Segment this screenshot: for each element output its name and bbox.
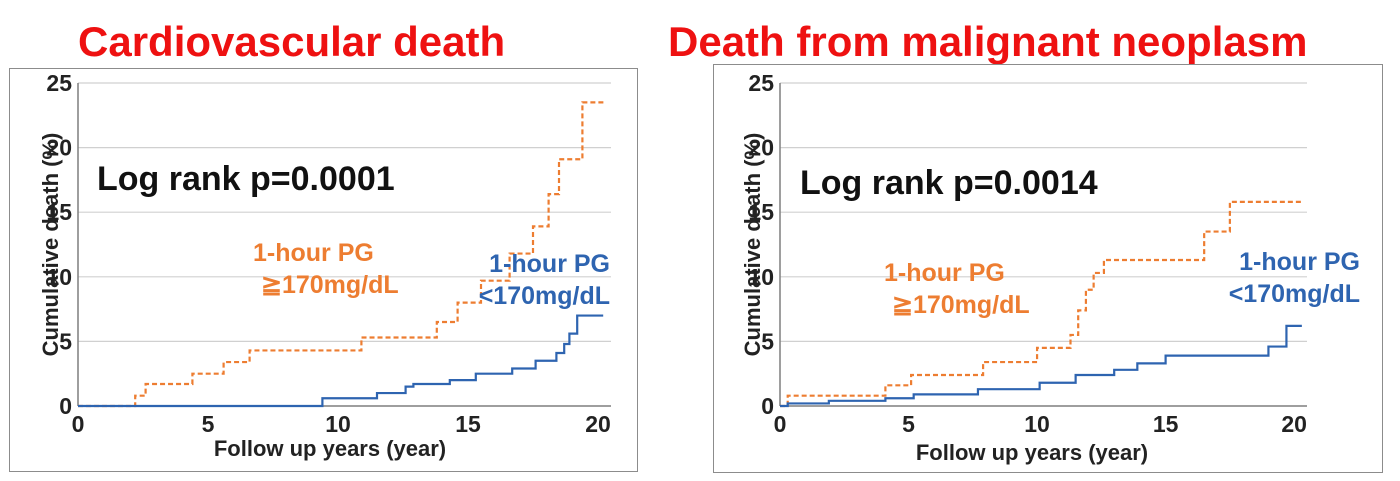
y-tick-label: 25: [46, 70, 72, 96]
series-line-low-pg: [78, 314, 604, 408]
x-tick-label: 5: [202, 411, 215, 437]
series-label-line: 1-hour PG: [253, 239, 374, 267]
y-axis-title: Cumulative death (%): [38, 133, 63, 357]
y-tick-label: 5: [59, 328, 72, 354]
x-tick-label: 0: [72, 411, 85, 437]
y-tick-label: 10: [748, 264, 774, 290]
y-tick-label: 0: [59, 393, 72, 419]
chart-title-malignant-neoplasm: Death from malignant neoplasm: [668, 18, 1308, 65]
series-label: 1-hour PG ≧170mg/dL: [884, 259, 1030, 319]
series-line-high-pg: [780, 200, 1302, 408]
x-tick-label: 20: [1281, 411, 1307, 437]
series-line-high-pg: [78, 101, 606, 408]
log-rank-annotation: Log rank p=0.0001: [97, 160, 395, 198]
x-tick-label: 10: [325, 411, 351, 437]
series-label-line: 1-hour PG: [884, 259, 1005, 287]
y-tick-label: 25: [748, 70, 774, 96]
y-tick-label: 15: [46, 199, 72, 225]
x-tick-label: 15: [455, 411, 481, 437]
plot-group-1: 0 5 10 15 20 25 0 5 10 15 20 Follow up years (year)…: [740, 70, 1360, 465]
y-tick-label: 5: [761, 328, 774, 354]
chart-frame-malignant-neoplasm: [713, 64, 1383, 473]
y-axis-title: Cumulative death (%): [740, 133, 765, 357]
x-axis-title: Follow up years (year): [214, 436, 446, 461]
x-tick-label: 5: [902, 411, 915, 437]
series-label: 1-hour PG <170mg/dL: [1229, 248, 1360, 308]
chart-title-cardiovascular: Cardiovascular death: [78, 18, 506, 65]
y-tick-label: 10: [46, 264, 72, 290]
series-label-line: ≧170mg/dL: [261, 271, 399, 299]
series-label-line: 1-hour PG: [489, 250, 610, 278]
series-label-line: <170mg/dL: [1229, 280, 1360, 308]
series-label: 1-hour PG ≧170mg/dL: [253, 239, 399, 299]
series-label-line: ≧170mg/dL: [892, 291, 1030, 319]
y-tick-label: 20: [748, 135, 774, 161]
y-tick-label: 20: [46, 135, 72, 161]
x-tick-label: 15: [1153, 411, 1179, 437]
x-tick-label: 10: [1024, 411, 1050, 437]
x-tick-label: 20: [585, 411, 611, 437]
y-tick-label: 15: [748, 199, 774, 225]
x-axis-title: Follow up years (year): [916, 440, 1148, 465]
x-tick-label: 0: [774, 411, 787, 437]
y-tick-label: 0: [761, 393, 774, 419]
series-label: 1-hour PG <170mg/dL: [479, 250, 610, 310]
series-line-low-pg: [780, 324, 1302, 408]
log-rank-annotation: Log rank p=0.0014: [800, 164, 1098, 202]
series-label-line: <170mg/dL: [479, 282, 610, 310]
plot-group-0: 0 5 10 15 20 25 0 5 10 15 20 Follow up years (year)…: [38, 70, 611, 461]
series-label-line: 1-hour PG: [1239, 248, 1360, 276]
